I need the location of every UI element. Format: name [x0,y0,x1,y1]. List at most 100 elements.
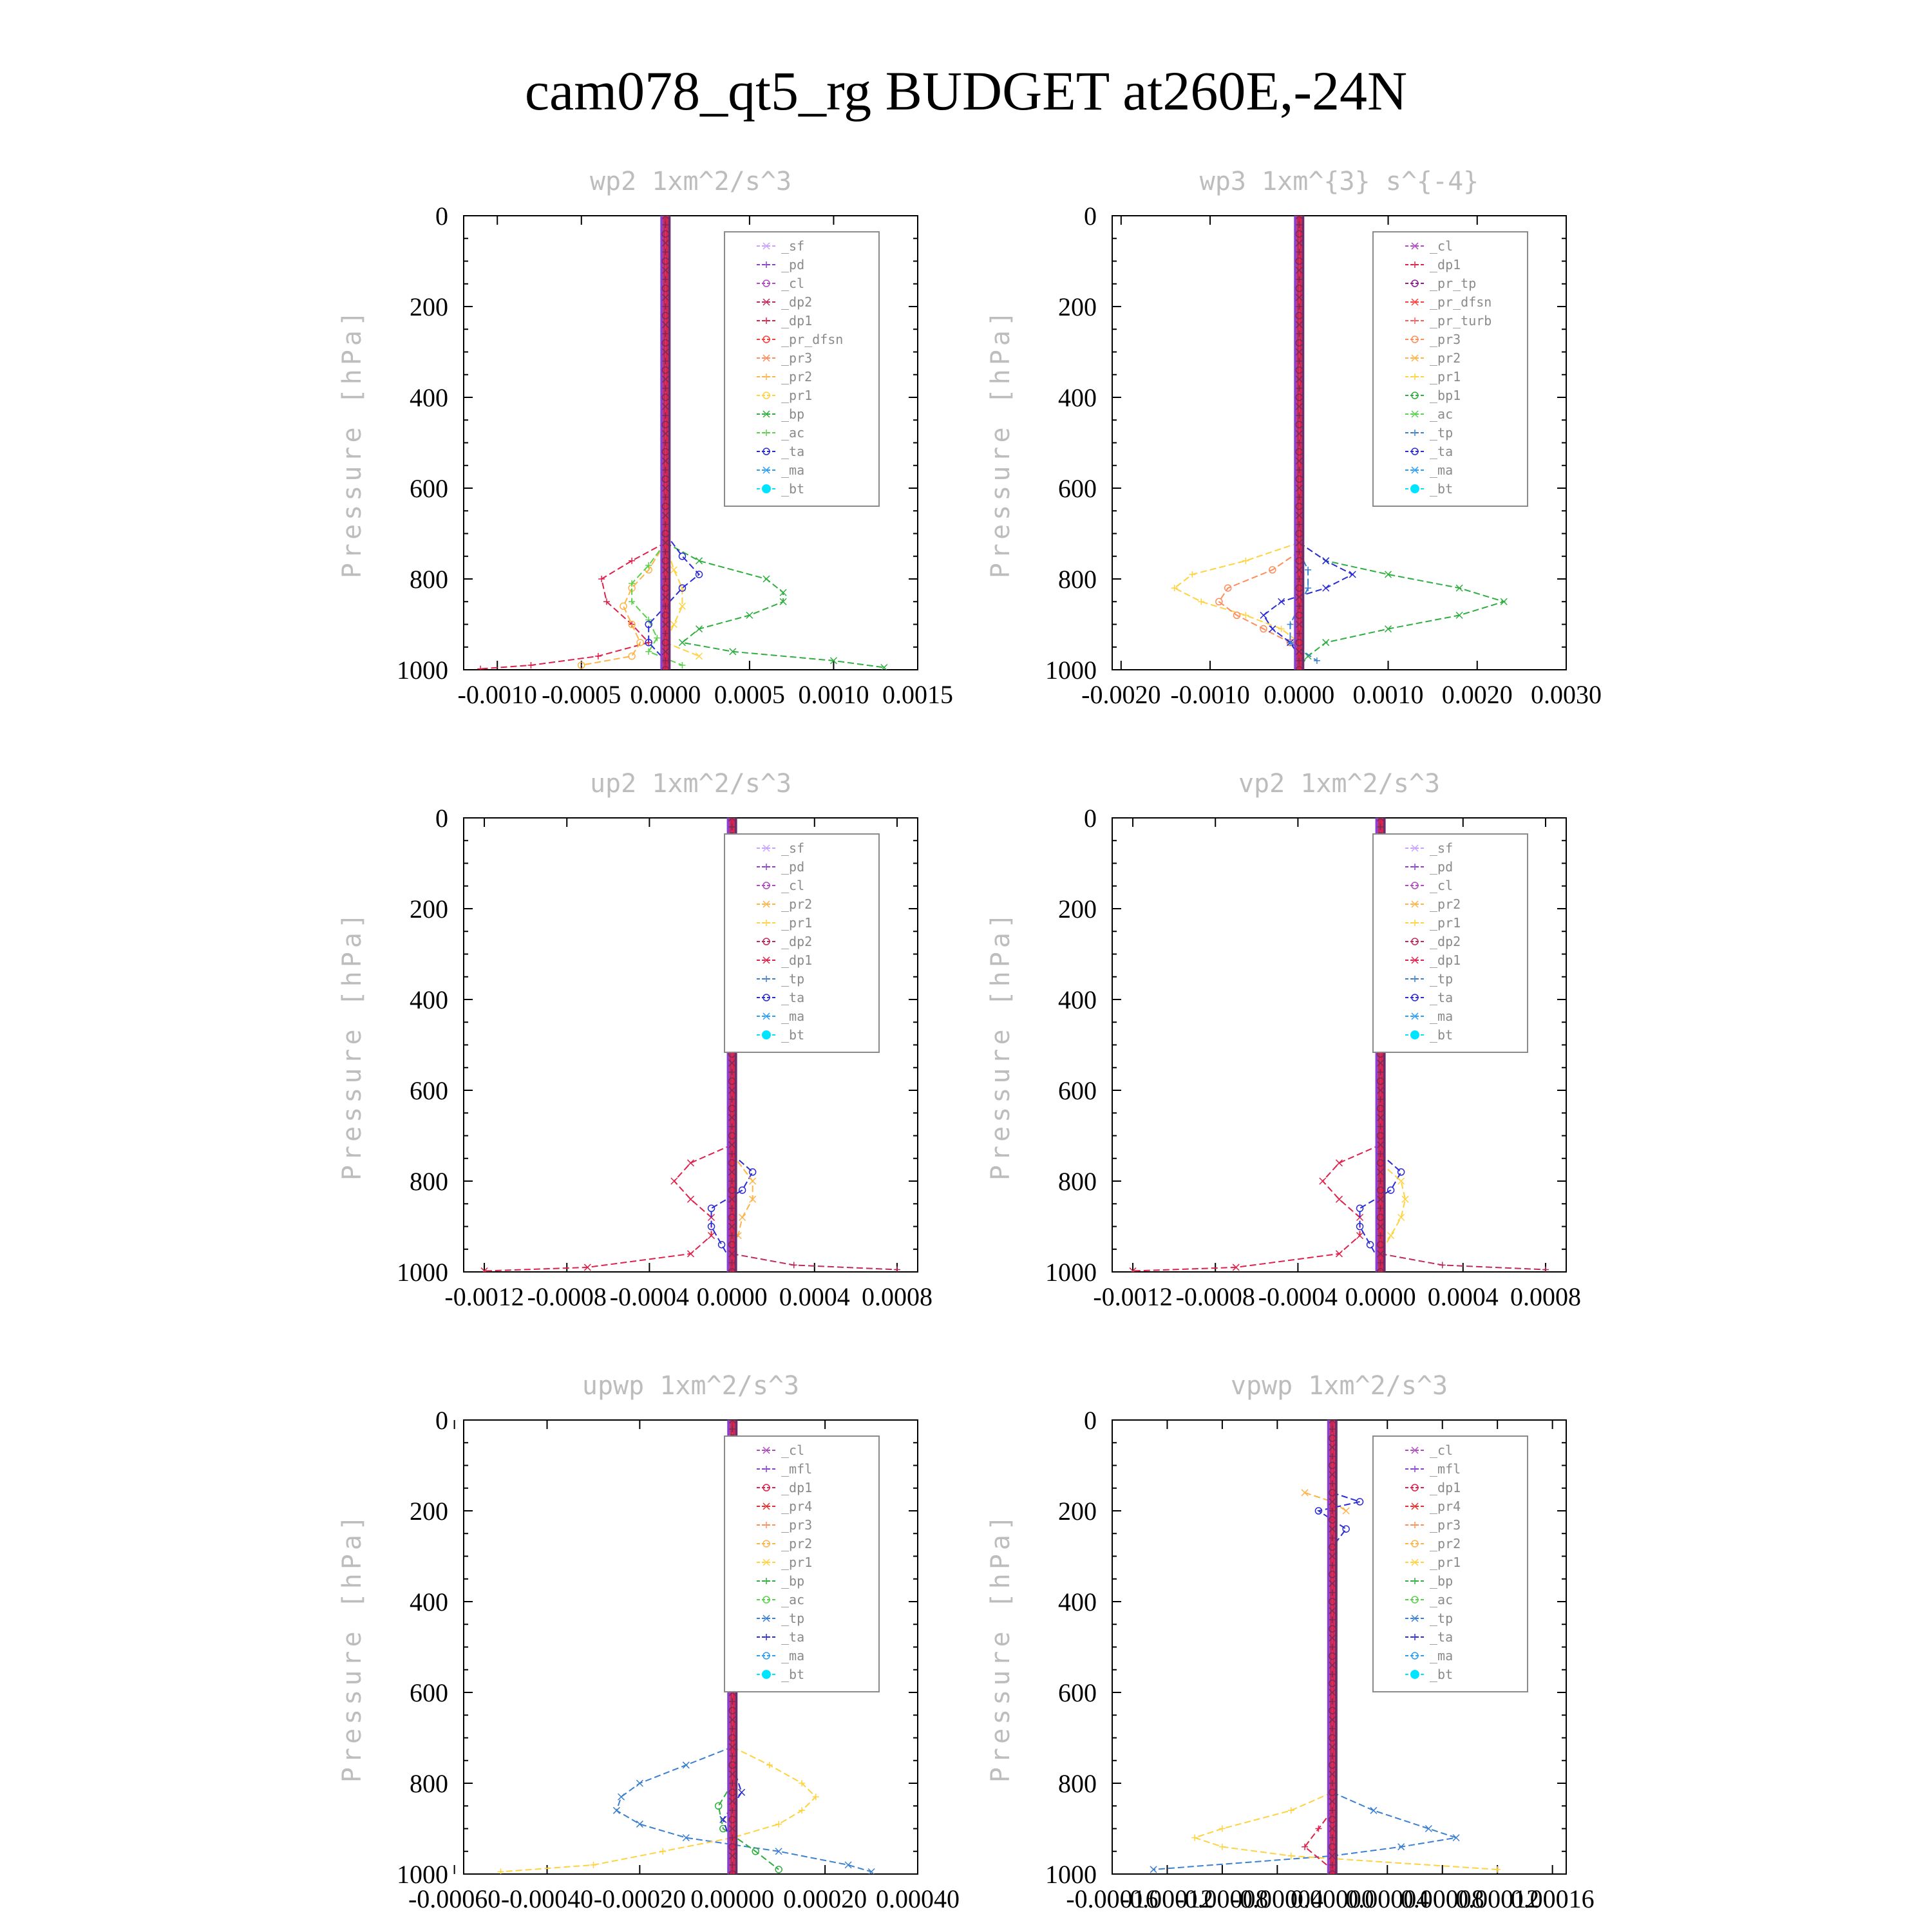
zero-profile-marker [661,267,669,274]
series-marker-_dp2 [1542,1266,1549,1272]
y-tick-label: 0 [1084,804,1097,833]
x-tick-label: -0.0005 [542,680,621,709]
zero-profile-marker [1377,1232,1384,1239]
legend-label: _pr4 [781,1499,812,1514]
legend-label: _pd [781,257,804,272]
legend-swatch-marker [1412,1522,1418,1528]
legend-swatch-marker [1411,1615,1419,1622]
zero-profile-marker [1329,1480,1336,1487]
y-tick-label: 800 [410,1167,448,1196]
y-tick-label: 600 [1058,1076,1097,1105]
series-marker-_dp1 [1319,1177,1327,1185]
legend-box [724,1435,880,1692]
series-marker-_dp1 [1129,1267,1137,1272]
zero-profile-marker [661,611,670,620]
series-marker-_tp [775,1848,782,1855]
series-marker-_ac [645,648,652,655]
legend-label: _pr3 [1430,1517,1461,1533]
legend-swatch-marker [1411,466,1419,474]
x-tick-label: 0.00000 [690,1884,774,1913]
zero-profile-marker [1296,603,1303,610]
zero-profile-marker [1377,1168,1385,1176]
series-marker-_dp1 [687,1159,695,1167]
zero-profile-marker [1296,439,1303,446]
zero-profile-marker [661,593,669,601]
panel-title: upwp 1xm^2/s^3 [582,1371,799,1401]
zero-profile-marker [1329,1570,1336,1578]
zero-profile-marker [1377,1096,1384,1103]
zero-profile-marker [1329,1852,1336,1860]
zero-profile-marker [1296,303,1303,310]
series-marker-_dp1 [687,1195,695,1203]
series-marker-_bp [714,1802,723,1810]
series-line-_pr1 [1379,1162,1406,1255]
legend-label: _pr1 [781,1555,812,1570]
zero-profile-marker [1295,448,1303,456]
legend-swatch-marker [1411,410,1419,418]
legend-label: _ta [1430,990,1453,1005]
legend-swatch-marker [762,354,770,362]
zero-profile-marker [1296,330,1303,337]
zero-profile-marker [1376,1159,1385,1167]
series-marker-_ac [654,634,661,641]
panel-up2: up2 1xm^2/s^3 Pressure [hPa] 0 200 400 600 800… [337,769,933,1311]
zero-profile-marker [662,222,669,229]
zero-profile-marker [1329,1698,1336,1705]
legend-label: _tp [781,1611,804,1626]
zero-profile-marker [1329,1625,1336,1633]
series-marker-_dp1 [594,652,601,659]
zero-profile-marker [661,566,669,574]
legend-swatch-marker [762,956,770,964]
series-marker-_ta [719,1815,727,1823]
zero-profile-marker [1377,1178,1384,1184]
zero-profile-marker [1295,502,1303,510]
legend-swatch-marker [1411,1540,1419,1548]
legend-label: _cl [781,878,804,893]
zero-profile-marker [728,1743,736,1751]
zero-profile-marker [1329,1489,1336,1497]
legend-label: _tp [1430,971,1453,987]
legend-label: _pr1 [1430,1555,1461,1570]
legend-label: _dp1 [781,1480,812,1495]
series-marker-_pr3 [1215,598,1223,605]
legend-label: _pr1 [781,915,812,931]
series-marker-_ac [629,598,636,605]
x-tick-label: -0.0004 [610,1282,689,1311]
legend-label: _bp [781,406,804,422]
zero-profile-marker [1377,1123,1384,1130]
zero-profile-marker [662,330,669,337]
zero-profile-marker [1329,1453,1336,1460]
zero-profile-marker [1329,1815,1336,1824]
zero-profile-marker [661,402,669,410]
series-marker-_pr1 [1242,612,1249,619]
legend-swatch-marker [1411,938,1419,945]
series-marker-_pr1 [1397,1213,1405,1221]
series-marker-_dp1 [670,1177,678,1185]
zero-profile-marker [729,1426,736,1433]
series-marker-_tp [867,1868,875,1874]
zero-profile-marker [1376,1104,1385,1112]
legend-label: _bt [1430,481,1453,497]
zero-profile-marker [1296,384,1303,392]
legend-label: _pr3 [781,1517,812,1533]
x-tick-label: -0.0010 [458,680,537,709]
zero-profile-marker [1329,1498,1336,1506]
zero-profile-marker [728,1770,736,1778]
x-tick-label: -0.00060 [408,1884,500,1913]
series-marker-_pr1 [670,620,677,629]
zero-profile-marker [728,1716,736,1723]
series-marker-_ac [679,661,686,668]
series-line-_ta [1316,1492,1363,1548]
zero-profile-marker [1376,1186,1385,1194]
series-marker-_ac [629,580,636,587]
x-tick-label: -0.00012 [1121,1884,1213,1913]
legend-box [1372,231,1528,507]
zero-profile-marker [1377,1259,1384,1266]
y-tick-label: 400 [410,985,448,1014]
series-marker-_tp [1425,1824,1432,1833]
series-marker-_pr2 [636,638,644,647]
series-marker-_ta [1322,557,1330,565]
series-marker-_ta [678,584,687,592]
series-marker-_dp1 [1315,1825,1322,1832]
